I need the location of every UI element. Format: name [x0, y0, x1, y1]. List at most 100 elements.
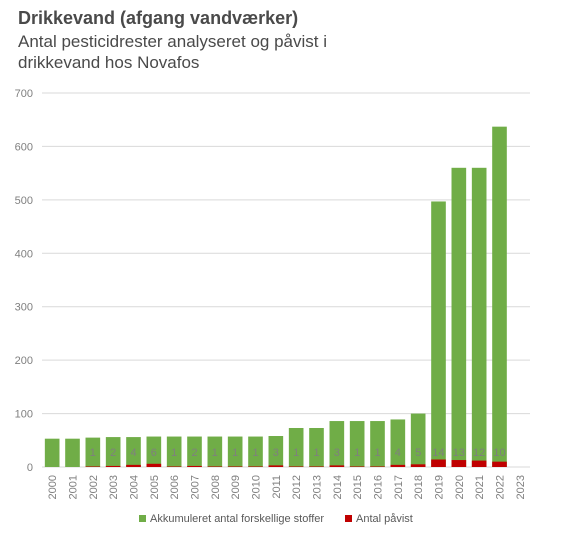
- data-label: 12: [473, 447, 485, 459]
- bar-total: [451, 167, 467, 468]
- x-tick-label: 2021: [474, 475, 486, 499]
- legend-swatch-total: [139, 515, 146, 522]
- bar-found: [85, 466, 101, 467]
- bar-total: [410, 413, 426, 467]
- bar-found: [248, 466, 263, 467]
- data-label: 1: [293, 447, 299, 459]
- bar-total: [248, 436, 263, 467]
- y-tick-label: 300: [15, 302, 33, 314]
- bar-total: [146, 436, 162, 467]
- x-tick-label: 2022: [495, 475, 507, 499]
- bar-found: [166, 466, 182, 467]
- bar-total: [288, 427, 304, 467]
- bar-found: [207, 466, 223, 467]
- x-tick-label: 2014: [332, 475, 344, 499]
- x-tick-label: 2023: [515, 475, 527, 499]
- data-label: 13: [453, 447, 465, 459]
- data-label: 3: [334, 447, 340, 459]
- x-tick-label: 2008: [210, 475, 222, 499]
- bar-found: [105, 465, 121, 467]
- bar-found: [370, 466, 385, 467]
- legend-label-found: Antal påvist: [356, 513, 413, 525]
- x-tick-label: 2001: [68, 475, 80, 499]
- bar-total: [126, 437, 141, 467]
- bar-total: [85, 437, 101, 467]
- bar-total: [187, 436, 202, 467]
- data-label: 1: [212, 447, 218, 459]
- bar-total: [227, 436, 243, 467]
- data-label: 1: [354, 447, 360, 459]
- bar-found: [227, 466, 243, 467]
- x-tick-label: 2006: [169, 475, 181, 499]
- x-tick-label: 2003: [108, 475, 120, 499]
- legend-swatch-found: [345, 515, 352, 522]
- x-tick-label: 2011: [271, 475, 283, 499]
- x-tick-label: 2020: [454, 475, 466, 499]
- data-label: 14: [432, 447, 444, 459]
- bar-found: [146, 463, 162, 467]
- bar-total: [431, 201, 446, 467]
- bar-total: [329, 421, 345, 467]
- bar-found: [451, 460, 467, 467]
- x-tick-label: 2007: [190, 475, 202, 499]
- bar-total: [390, 419, 406, 467]
- data-label: 4: [130, 447, 136, 459]
- x-tick-label: 2000: [47, 475, 59, 499]
- x-tick-label: 2005: [149, 475, 161, 499]
- data-label: 1: [252, 447, 258, 459]
- bar-total: [309, 427, 324, 467]
- y-tick-label: 100: [15, 409, 33, 421]
- data-label: 1: [374, 447, 380, 459]
- bar-total: [105, 437, 121, 467]
- bar-total: [492, 126, 507, 467]
- bar-found: [431, 459, 446, 467]
- y-tick-label: 600: [15, 141, 33, 153]
- data-label: 1: [171, 447, 177, 459]
- bar-total: [370, 421, 385, 467]
- bar-found: [349, 466, 365, 467]
- y-tick-label: 700: [15, 88, 33, 100]
- bar-found: [187, 465, 202, 467]
- bar-total: [471, 167, 487, 468]
- x-tick-label: 2012: [291, 475, 303, 499]
- y-tick-label: 200: [15, 355, 33, 367]
- x-tick-label: 2019: [434, 475, 446, 499]
- bar-found: [288, 466, 304, 467]
- x-tick-label: 2018: [413, 475, 425, 499]
- x-tick-label: 2004: [129, 475, 141, 499]
- bar-found: [126, 464, 141, 467]
- y-tick-label: 0: [27, 462, 33, 474]
- x-tick-label: 2002: [88, 475, 100, 499]
- bar-total: [65, 438, 80, 467]
- y-tick-label: 500: [15, 195, 33, 207]
- bar-found: [471, 460, 487, 467]
- data-label: 6: [151, 447, 157, 459]
- bar-total: [44, 438, 60, 467]
- x-tick-label: 2010: [251, 475, 263, 499]
- bar-total: [268, 436, 284, 467]
- legend-label-total: Akkumuleret antal forskellige stoffer: [150, 513, 324, 525]
- bar-total: [166, 436, 182, 467]
- bar-total: [207, 436, 223, 467]
- chart-title: Drikkevand (afgang vandværker): [18, 8, 299, 28]
- data-label: 3: [273, 447, 279, 459]
- x-tick-label: 2015: [352, 475, 364, 499]
- x-tick-label: 2009: [230, 475, 242, 499]
- bar-found: [492, 461, 507, 467]
- bar-found: [309, 466, 324, 467]
- bar-found: [410, 464, 426, 467]
- data-label: 10: [493, 447, 505, 459]
- data-label: 1: [232, 447, 238, 459]
- chart-subtitle: Antal pesticidrester analyseret og påvis…: [18, 32, 327, 72]
- data-label: 2: [191, 447, 197, 459]
- x-tick-label: 2013: [312, 475, 324, 499]
- data-label: 5: [415, 447, 421, 459]
- data-label: 2: [110, 447, 116, 459]
- x-tick-label: 2017: [393, 475, 405, 499]
- x-tick-label: 2016: [373, 475, 385, 499]
- bar-found: [268, 465, 284, 467]
- bar-found: [390, 464, 406, 467]
- y-tick-label: 400: [15, 248, 33, 260]
